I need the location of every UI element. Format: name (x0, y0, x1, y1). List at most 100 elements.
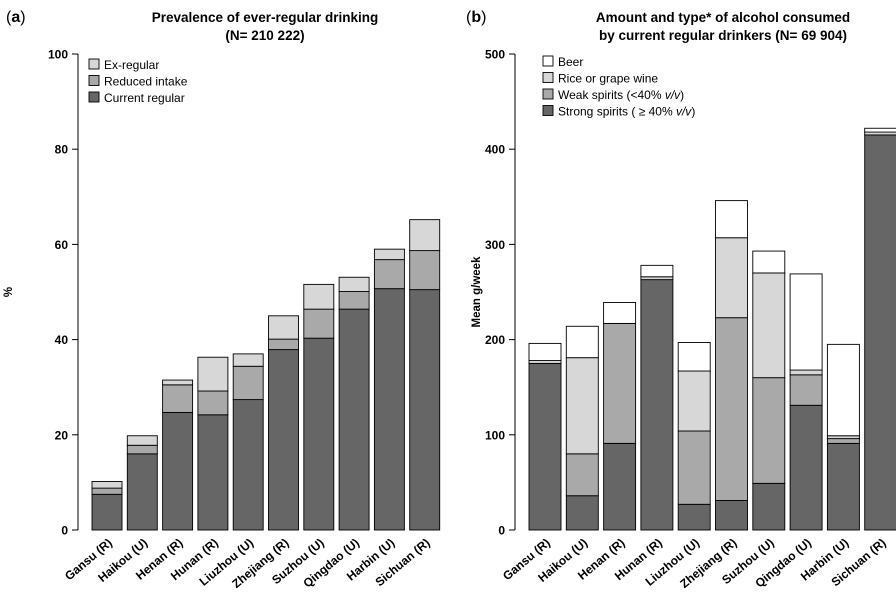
bar-liuzhou-u-current-regular (232, 399, 264, 531)
bar-haikou-u-strong-spirits-40-v-v (565, 495, 599, 531)
legend: Beer Rice or grape wine Weak spirits (<40%… (542, 55, 695, 119)
bar-gansu-r-ex-regular (91, 480, 123, 489)
chart-subtitle: by current regular drinkers (N= 69 904) (599, 28, 847, 43)
y-tick-label: 80 (55, 143, 69, 157)
bar-qingdao-u-reduced-intake (338, 291, 370, 310)
y-tick-label: 200 (485, 333, 505, 347)
chart-title: Prevalence of ever-regular drinking (152, 10, 379, 25)
legend-label-beer: Beer (558, 55, 583, 69)
bar-zhejiang-r-beer (715, 200, 748, 239)
legend-swatch-strong-spirits-40-v-v (542, 105, 554, 116)
bar-haikou-u-current-regular (126, 453, 158, 531)
bar-henan-r-current-regular (162, 411, 194, 531)
bar-gansu-r-current-regular (91, 493, 123, 531)
chart-panel-a: (a) Prevalence of ever-regular drinking (N… (3, 9, 441, 591)
bar-qingdao-u-current-regular (338, 308, 370, 531)
bar-harbin-u-current-regular (373, 288, 405, 531)
bar-henan-r-beer (603, 302, 637, 324)
y-tick-label: 40 (55, 333, 69, 347)
y-tick-label: 20 (55, 428, 69, 442)
bar-harbin-u-ex-regular (373, 248, 405, 261)
legend-label-strong-spirits-40-v-v: Strong spirits ( ≥ 40% v/v) (558, 105, 695, 119)
bar-liuzhou-u-ex-regular (232, 353, 264, 367)
legend-label-rice-or-grape-wine: Rice or grape wine (558, 72, 658, 86)
bar-zhejiang-r-ex-regular (268, 315, 299, 340)
y-tick-label: 500 (485, 48, 505, 62)
bar-haikou-u-reduced-intake (126, 444, 158, 455)
bar-hunan-r-strong-spirits-40-v-v (640, 279, 674, 531)
y-tick-label: 400 (485, 143, 505, 157)
bar-henan-r-reduced-intake (162, 384, 194, 413)
legend-swatch-ex-regular (88, 58, 100, 70)
bar-henan-r-strong-spirits-40-v-v (603, 442, 637, 531)
bar-suzhou-u-strong-spirits-40-v-v (752, 482, 786, 531)
y-tick-label: 300 (485, 238, 505, 252)
legend-swatch-current-regular (88, 91, 100, 103)
legend-swatch-reduced-intake (88, 75, 100, 86)
bar-zhejiang-r-current-regular (268, 349, 299, 531)
bar-qingdao-u-rice-or-grape-wine (789, 369, 823, 376)
bar-sichuan-r-beer (864, 127, 896, 133)
bar-hunan-r-ex-regular (197, 356, 229, 392)
chart-title: Amount and type* of alcohol consumed (596, 10, 850, 25)
bar-sichuan-r-current-regular (409, 289, 441, 531)
bar-harbin-u-beer (826, 343, 860, 437)
bar-hunan-r-beer (640, 264, 674, 278)
bar-haikou-u-rice-or-grape-wine (565, 357, 599, 455)
bar-haikou-u-ex-regular (126, 435, 158, 446)
panel-label: (b) (466, 9, 486, 26)
bar-suzhou-u-weak-spirits-40-v-v (752, 377, 786, 484)
bar-henan-r-ex-regular (162, 379, 194, 386)
bar-liuzhou-u-reduced-intake (232, 365, 264, 401)
panel-label: (a) (6, 9, 26, 26)
legend-swatch-beer (542, 55, 554, 67)
bar-liuzhou-u-strong-spirits-40-v-v (677, 503, 711, 531)
bar-harbin-u-weak-spirits-40-v-v (826, 438, 860, 444)
bar-gansu-r-strong-spirits-40-v-v (528, 362, 562, 531)
y-tick-label: 0 (61, 524, 68, 538)
y-tick-label: 0 (498, 524, 505, 538)
legend-label-current-regular: Current regular (104, 91, 185, 105)
chart-subtitle: (N= 210 222) (225, 28, 304, 43)
legend: Ex-regular Reduced intake Current regular (88, 58, 188, 105)
bar-haikou-u-beer (565, 325, 599, 359)
bar-zhejiang-r-weak-spirits-40-v-v (715, 317, 748, 501)
bar-gansu-r-beer (528, 342, 562, 361)
y-axis-label: Mean g/week (471, 256, 483, 328)
bar-qingdao-u-strong-spirits-40-v-v (789, 404, 823, 531)
bar-suzhou-u-current-regular (303, 337, 335, 531)
bar-qingdao-u-ex-regular (338, 276, 370, 292)
bar-suzhou-u-ex-regular (303, 283, 335, 310)
chart-panel-b: (b) Amount and type* of alcohol consumed b… (466, 9, 896, 591)
bar-harbin-u-strong-spirits-40-v-v (826, 442, 860, 531)
bar-gansu-r-reduced-intake (91, 487, 123, 495)
y-tick-label: 100 (48, 48, 68, 62)
bar-sichuan-r-ex-regular (409, 219, 441, 252)
y-tick-label: 100 (485, 428, 505, 442)
bar-qingdao-u-beer (789, 273, 823, 371)
bar-haikou-u-weak-spirits-40-v-v (565, 453, 599, 497)
bar-henan-r-weak-spirits-40-v-v (603, 322, 637, 444)
legend-swatch-weak-spirits-40-v-v (542, 88, 554, 100)
bar-liuzhou-u-beer (677, 342, 711, 372)
bar-hunan-r-reduced-intake (197, 390, 229, 416)
y-tick-label: 60 (55, 238, 69, 252)
bar-sichuan-r-reduced-intake (409, 250, 441, 291)
bar-zhejiang-r-rice-or-grape-wine (715, 237, 748, 319)
legend-label-ex-regular: Ex-regular (104, 58, 159, 72)
bar-hunan-r-current-regular (197, 414, 229, 531)
bar-zhejiang-r-reduced-intake (268, 338, 299, 351)
bar-qingdao-u-weak-spirits-40-v-v (789, 374, 823, 406)
legend-label-reduced-intake: Reduced intake (104, 75, 188, 89)
bar-harbin-u-reduced-intake (373, 259, 405, 290)
bar-sichuan-r-strong-spirits-40-v-v (864, 134, 896, 531)
bar-suzhou-u-beer (752, 250, 786, 274)
bar-liuzhou-u-rice-or-grape-wine (677, 370, 711, 432)
bar-suzhou-u-rice-or-grape-wine (752, 272, 786, 379)
y-axis-label: % (3, 287, 15, 297)
legend-label-weak-spirits-40-v-v: Weak spirits (<40% v/v) (558, 88, 684, 102)
bar-zhejiang-r-strong-spirits-40-v-v (715, 500, 748, 531)
legend-swatch-rice-or-grape-wine (542, 72, 554, 83)
bar-liuzhou-u-weak-spirits-40-v-v (677, 430, 711, 505)
